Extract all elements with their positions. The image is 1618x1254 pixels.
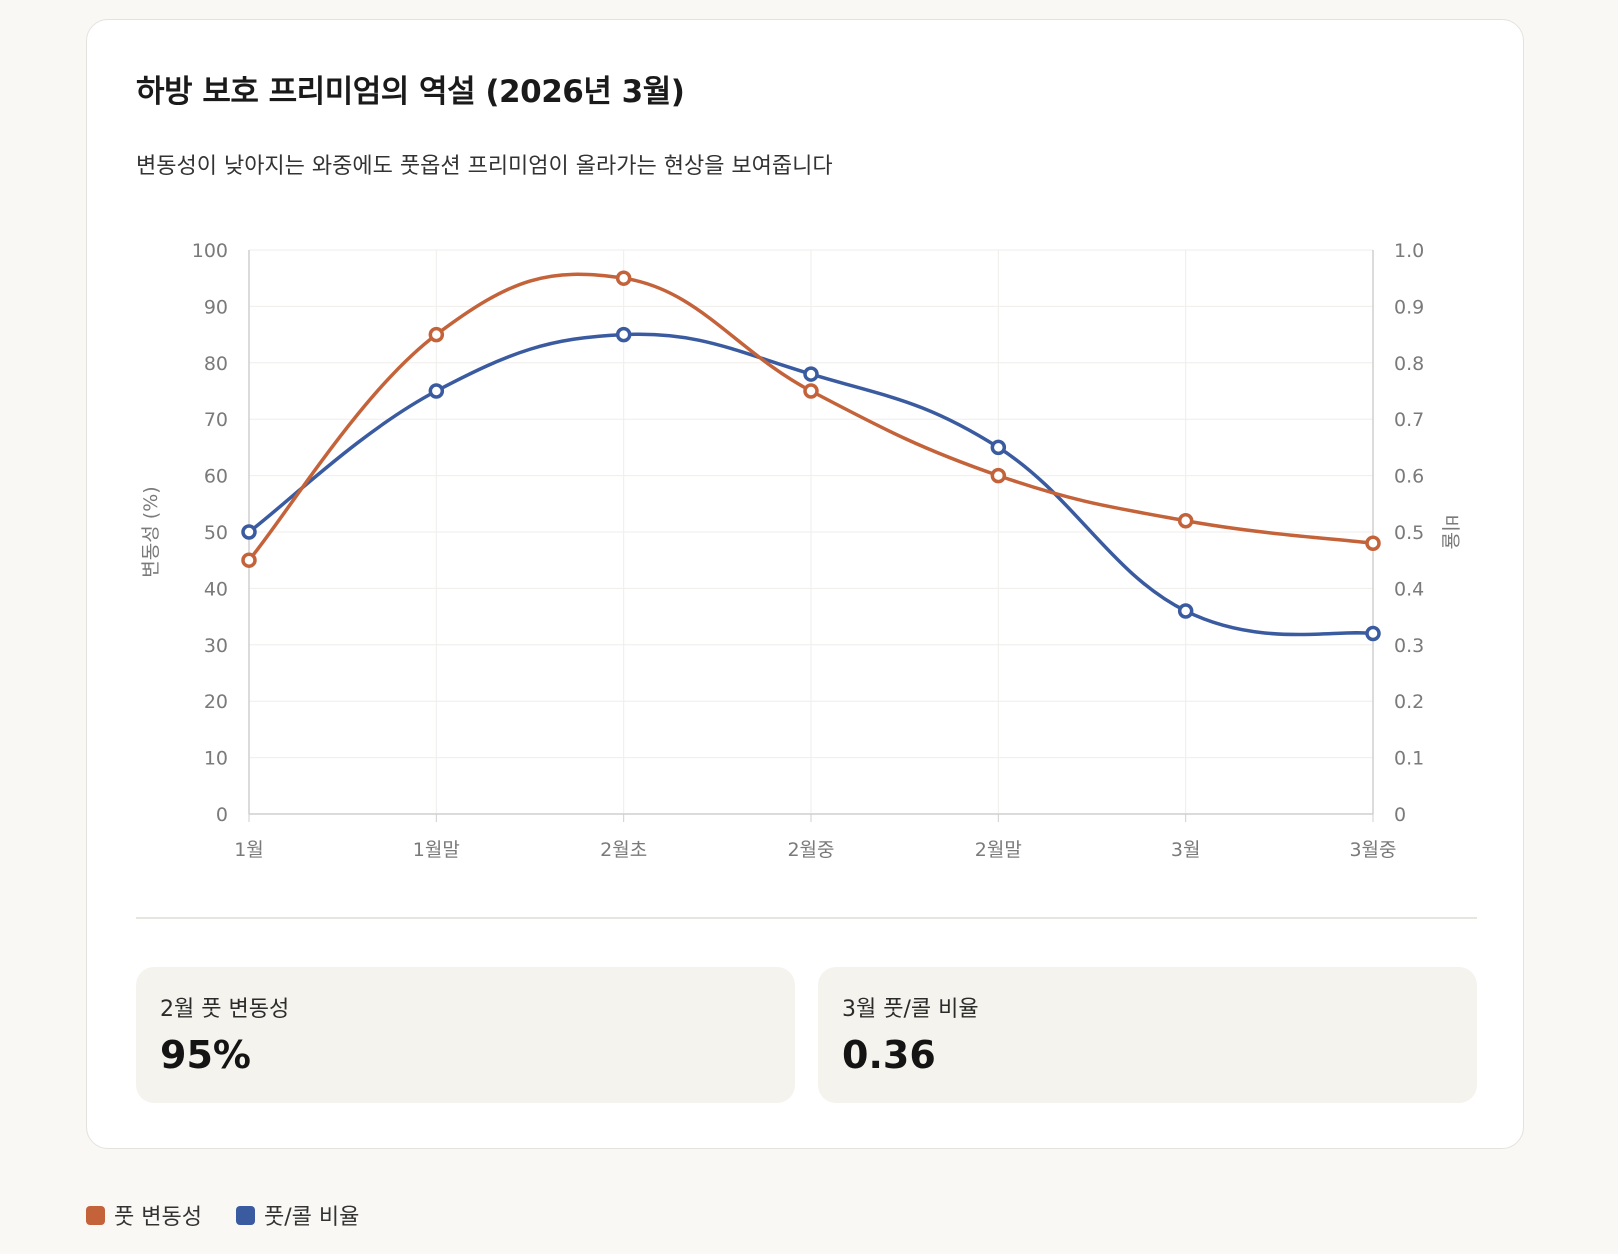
y-right-tick-label: 0.6	[1394, 466, 1424, 488]
chart-card: 하방 보호 프리미엄의 역설 (2026년 3월) 변동성이 낮아지는 와중에도…	[86, 19, 1524, 1149]
stat-card-put-call-ratio: 3월 풋/콜 비율 0.36	[818, 967, 1477, 1103]
y-right-tick-label: 0.9	[1394, 296, 1424, 318]
y-left-tick-label: 60	[204, 466, 228, 488]
legend-label: 풋/콜 비율	[263, 1205, 360, 1230]
data-point-put-volatility	[615, 270, 632, 286]
x-tick-label: 2월말	[975, 839, 1022, 861]
data-point-put-volatility	[428, 326, 445, 343]
data-point-put-volatility	[1177, 512, 1194, 529]
legend-item-put-call-ratio[interactable]: 풋/콜 비율	[235, 1199, 360, 1231]
data-point-put-volatility	[803, 383, 819, 399]
y-right-tick-label: 1.0	[1394, 240, 1424, 262]
x-tick-label: 2월중	[787, 839, 834, 861]
data-point-put-call-ratio	[803, 366, 819, 382]
y-right-tick-label: 0.8	[1394, 353, 1424, 375]
legend-swatch	[235, 1205, 255, 1225]
stat-label: 2월 풋 변동성	[160, 997, 290, 1022]
data-point-put-call-ratio	[241, 524, 257, 540]
stat-card-put-volatility: 2월 풋 변동성 95%	[136, 967, 795, 1103]
data-point-put-call-ratio	[615, 326, 632, 343]
y-right-axis-title: 비율	[1439, 515, 1461, 550]
divider	[136, 917, 1477, 919]
chart-title: 하방 보호 프리미엄의 역설 (2026년 3월)	[136, 74, 685, 110]
x-tick-label: 2월초	[600, 839, 647, 861]
y-left-tick-label: 30	[204, 635, 228, 657]
y-left-tick-label: 40	[204, 578, 228, 600]
data-point-put-volatility	[1365, 535, 1381, 552]
y-right-tick-label: 0.2	[1394, 691, 1424, 713]
x-tick-label: 3월	[1171, 839, 1201, 861]
legend-item-put-volatility[interactable]: 풋 변동성	[86, 1199, 202, 1231]
data-point-put-call-ratio	[1177, 603, 1194, 619]
data-point-put-volatility	[990, 467, 1007, 484]
line-chart: 0 0 10 0.1 20 0.2 30 0.3 40 0.4 50 0.5 60 0.6 70 0.7 80 0…	[140, 240, 1461, 861]
x-tick-label: 1월	[234, 839, 264, 861]
y-left-tick-label: 100	[192, 240, 228, 262]
y-left-tick-label: 90	[204, 296, 228, 318]
legend-swatch	[86, 1205, 105, 1225]
y-left-tick-label: 20	[204, 691, 228, 713]
data-point-put-call-ratio	[990, 439, 1007, 456]
chart-subtitle: 변동성이 낮아지는 와중에도 풋옵션 프리미엄이 올라가는 현상을 보여줍니다	[136, 154, 833, 179]
y-left-tick-label: 50	[204, 522, 228, 544]
legend-label: 풋 변동성	[114, 1205, 202, 1230]
x-tick-label: 1월말	[413, 839, 460, 861]
y-right-tick-label: 0.3	[1394, 635, 1424, 657]
y-right-tick-label: 0.1	[1394, 748, 1424, 770]
y-right-tick-label: 0.5	[1394, 522, 1424, 544]
data-point-put-call-ratio	[428, 383, 445, 399]
y-right-tick-label: 0	[1394, 804, 1406, 826]
y-left-tick-label: 70	[204, 409, 228, 431]
stat-value: 95%	[160, 1033, 251, 1077]
data-point-put-volatility	[241, 552, 257, 568]
data-point-put-call-ratio	[1365, 625, 1381, 642]
stat-value: 0.36	[842, 1033, 936, 1077]
y-left-tick-label: 80	[204, 353, 228, 375]
y-right-tick-label: 0.7	[1394, 409, 1424, 431]
y-left-axis-title: 변동성 (%)	[140, 486, 162, 577]
y-right-tick-label: 0.4	[1394, 578, 1424, 600]
chart-legend: 풋 변동성 풋/콜 비율	[86, 1199, 393, 1231]
stat-label: 3월 풋/콜 비율	[842, 997, 979, 1022]
y-left-tick-label: 0	[216, 804, 228, 826]
x-tick-label: 3월중	[1349, 839, 1396, 861]
y-left-tick-label: 10	[204, 748, 228, 770]
